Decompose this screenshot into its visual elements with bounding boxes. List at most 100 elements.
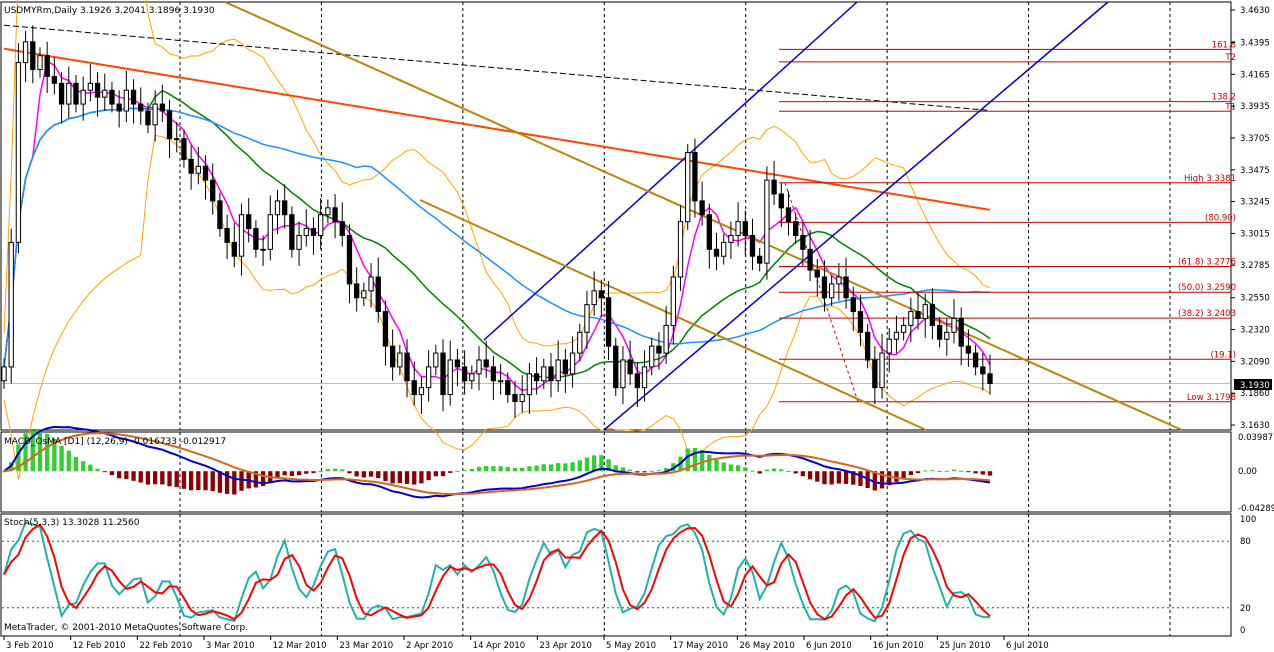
macd-histogram-bar bbox=[930, 470, 935, 472]
stoch-panel[interactable] bbox=[0, 513, 1232, 637]
macd-histogram-bar bbox=[332, 468, 338, 472]
candle-body bbox=[850, 297, 856, 313]
macd-histogram-bar bbox=[59, 445, 64, 472]
bollinger-upper-band bbox=[3, 0, 991, 347]
macd-histogram-bar bbox=[635, 471, 640, 473]
macd-histogram-bar bbox=[771, 468, 777, 472]
price-tick-label: 3.2090 bbox=[1240, 357, 1270, 367]
candle-body bbox=[37, 55, 43, 70]
candle-body bbox=[389, 345, 396, 368]
candle-body bbox=[1, 366, 7, 382]
macd-histogram-bar bbox=[210, 471, 215, 492]
price-tick-label: 3.3015 bbox=[1240, 229, 1270, 239]
macd-histogram-bar bbox=[656, 470, 662, 472]
candle-body bbox=[116, 103, 122, 112]
candle-body bbox=[130, 89, 137, 105]
macd-histogram-bar bbox=[66, 450, 71, 472]
macd-histogram-bar bbox=[232, 471, 237, 495]
candle-body bbox=[929, 304, 936, 326]
candle-body bbox=[829, 283, 835, 299]
candle-body bbox=[22, 41, 29, 64]
macd-histogram-bar bbox=[663, 467, 669, 472]
candle-body bbox=[793, 221, 799, 236]
candle-body bbox=[30, 41, 36, 70]
candle-body bbox=[541, 366, 547, 382]
candle-body bbox=[980, 366, 986, 375]
macd-histogram-bar bbox=[138, 471, 143, 483]
candle-body bbox=[721, 241, 727, 257]
macd-histogram-bar bbox=[592, 455, 597, 472]
macd-histogram-bar bbox=[73, 456, 79, 472]
macd-histogram-bar bbox=[707, 455, 712, 472]
macd-histogram-bar bbox=[779, 469, 784, 472]
candle-body bbox=[512, 394, 518, 402]
macd-histogram-bar bbox=[980, 471, 985, 475]
stoch-tick-label: 0 bbox=[1240, 626, 1245, 636]
macd-histogram-bar bbox=[217, 471, 223, 493]
macd-histogram-bar bbox=[800, 471, 806, 477]
macd-histogram-bar bbox=[448, 471, 453, 473]
fib-level-label: (61.8) 3.2776 bbox=[1178, 257, 1236, 267]
macd-histogram-bar bbox=[354, 471, 359, 477]
candle-body bbox=[15, 62, 22, 243]
candle-body bbox=[181, 138, 187, 160]
candle-body bbox=[73, 82, 79, 105]
macd-histogram-bar bbox=[116, 471, 122, 479]
time-tick-label: 6 Jun 2010 bbox=[806, 641, 852, 651]
candle-body bbox=[908, 311, 914, 326]
macd-histogram-bar bbox=[347, 471, 352, 474]
macd-histogram-bar bbox=[152, 471, 158, 485]
candle-body bbox=[951, 317, 957, 333]
candle-body bbox=[562, 359, 569, 375]
candle-body bbox=[497, 380, 504, 383]
candle-body bbox=[418, 387, 425, 396]
macd-histogram-bar bbox=[88, 464, 93, 472]
macd-histogram-bar bbox=[491, 466, 496, 472]
macd-histogram-bar bbox=[923, 470, 928, 472]
macd-signal-line bbox=[3, 432, 991, 495]
fib-level-label: (38.2) 3.2403 bbox=[1178, 309, 1236, 319]
fibonacci-levels: 161.8 T2 138.2T1 High 3.3381 (80.90) (61.8) 3… bbox=[779, 40, 1236, 403]
fib-level-label: 138.2 bbox=[1212, 93, 1236, 103]
candle-body bbox=[656, 345, 662, 354]
macd-histogram-bar bbox=[404, 471, 410, 485]
candle-body bbox=[123, 89, 130, 112]
candle-body bbox=[886, 338, 892, 354]
candle-body bbox=[246, 214, 252, 230]
candle-body bbox=[879, 352, 885, 389]
macd-histogram-bar bbox=[786, 471, 791, 473]
candle-body bbox=[310, 228, 317, 236]
price-tick-label: 3.1860 bbox=[1240, 389, 1270, 399]
candle-body bbox=[555, 359, 561, 382]
macd-histogram-bar bbox=[692, 447, 698, 472]
blue-channel-lower bbox=[603, 1, 1109, 431]
candle-body bbox=[231, 241, 237, 257]
macd-main-line bbox=[3, 425, 991, 499]
candle-body bbox=[174, 138, 180, 141]
candle-body bbox=[742, 221, 748, 236]
macd-histogram-bar bbox=[289, 471, 295, 477]
current-price-label: 3.1930 bbox=[1240, 381, 1270, 391]
macd-histogram-bar bbox=[124, 471, 129, 480]
macd-histogram-bar bbox=[951, 469, 957, 472]
candle-body bbox=[274, 200, 281, 216]
macd-histogram-bar bbox=[548, 464, 554, 472]
macd-histogram-bar bbox=[836, 471, 842, 484]
candle-body bbox=[778, 193, 784, 209]
fib-level-label: Low 3.1798 bbox=[1187, 393, 1236, 403]
candle-body bbox=[102, 89, 108, 98]
macd-panel-title: MACD_OsMA [D1] (12,26,9) -0.016733 -0.01… bbox=[4, 437, 226, 447]
candle-body bbox=[210, 179, 216, 202]
brown-channel-upper bbox=[224, 1, 1183, 431]
macd-histogram-bar bbox=[376, 471, 381, 479]
macd-histogram-bar bbox=[556, 463, 561, 472]
candle-body bbox=[289, 214, 295, 250]
macd-histogram-bar bbox=[685, 448, 690, 472]
macd-histogram-bar bbox=[462, 470, 467, 472]
candle-body bbox=[267, 214, 273, 250]
macd-histogram-bar bbox=[944, 470, 949, 472]
candle-body bbox=[728, 234, 734, 243]
macd-histogram-bar bbox=[743, 467, 748, 472]
